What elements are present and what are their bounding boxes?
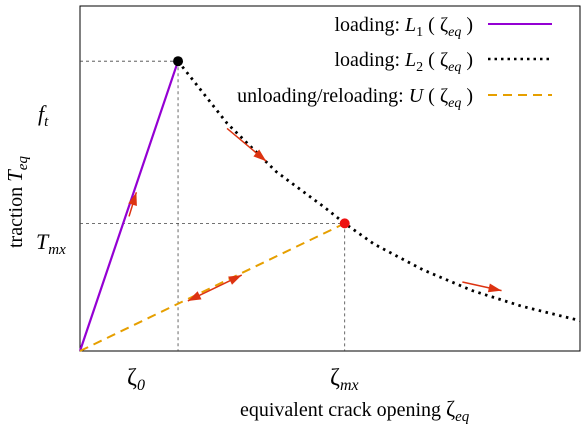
arrow-head bbox=[228, 275, 242, 285]
arrow-head bbox=[128, 192, 137, 207]
legend: loading: L1 ( ζeq ) loading: L2 ( ζeq ) … bbox=[237, 14, 552, 111]
points-layer bbox=[173, 56, 350, 229]
series-layer bbox=[78, 60, 581, 352]
x-axis-label-symbol: ζ bbox=[446, 396, 455, 421]
y-tick-subscript: t bbox=[44, 114, 49, 130]
legend-label-l2: loading: L2 ( ζeq ) bbox=[334, 49, 473, 75]
y-tick-label-tmx: Tmx bbox=[36, 229, 66, 258]
y-tick-subscript: mx bbox=[48, 242, 66, 258]
y-axis-label-symbol: T bbox=[3, 169, 27, 182]
arrow-head bbox=[253, 149, 267, 162]
x-tick-subscript: 0 bbox=[137, 377, 145, 394]
arrow-head bbox=[187, 291, 202, 301]
y-axis-label: traction Teq bbox=[3, 156, 31, 248]
y-tick-symbol: T bbox=[36, 229, 50, 254]
x-axis-label-subscript: eq bbox=[455, 409, 470, 425]
x-axis-label: equivalent crack opening ζeq bbox=[240, 396, 470, 425]
y-axis-label-subscript: eq bbox=[15, 156, 31, 171]
x-tick-symbol: ζ bbox=[127, 365, 137, 391]
peak-point bbox=[173, 56, 184, 67]
legend-label-u: unloading/reloading: U ( ζeq ) bbox=[237, 85, 473, 111]
max-opening-point bbox=[339, 218, 350, 229]
x-axis-label-text: equivalent crack opening bbox=[240, 399, 441, 421]
arrows-layer bbox=[128, 127, 502, 302]
x-tick-symbol: ζ bbox=[330, 365, 340, 391]
legend-label-l1: loading: L1 ( ζeq ) bbox=[334, 14, 473, 40]
arrow-head bbox=[487, 283, 502, 293]
series-line-0 bbox=[78, 60, 180, 352]
x-tick-subscript: mx bbox=[340, 377, 359, 394]
series-line-2 bbox=[79, 222, 346, 352]
y-tick-label-ft: ft bbox=[38, 101, 49, 130]
y-tick-symbol: f bbox=[38, 101, 47, 126]
y-axis-label-text: traction bbox=[5, 187, 27, 248]
x-tick-label-zeta0: ζ0 bbox=[127, 365, 145, 394]
plot-frame bbox=[79, 5, 581, 352]
x-tick-label-zetamx: ζmx bbox=[330, 365, 359, 394]
